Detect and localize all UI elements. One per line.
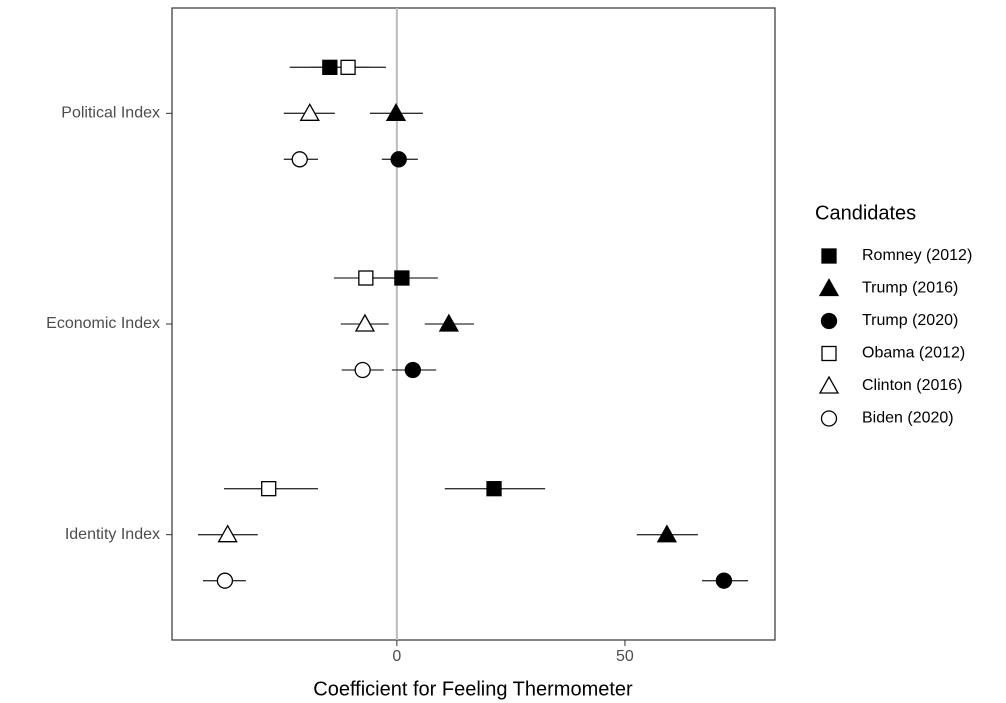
point (656, 524, 678, 543)
legend-marker (818, 375, 840, 394)
y-tick-label: Economic Index (46, 315, 160, 332)
legend-marker (820, 312, 838, 330)
point (486, 481, 502, 497)
point (354, 361, 371, 379)
legend-label: Trump (2020) (862, 312, 958, 329)
x-tick-label: 50 (616, 648, 634, 665)
point (438, 313, 459, 332)
point (715, 572, 733, 589)
legend-label: Biden (2020) (862, 410, 954, 427)
legend-label: Romney (2012) (862, 247, 972, 264)
point (217, 524, 238, 543)
point (261, 481, 277, 497)
legend-title: Candidates (815, 202, 916, 224)
point (385, 103, 407, 121)
legend-marker (821, 248, 837, 264)
point (390, 151, 407, 168)
point (216, 572, 234, 589)
legend-marker (821, 345, 837, 362)
point (322, 59, 338, 75)
x-axis-title: Coefficient for Feeling Thermometer (313, 678, 633, 700)
point (354, 313, 376, 332)
point (299, 103, 320, 121)
legend-label: Obama (2012) (862, 345, 965, 362)
x-tick-label: 0 (392, 648, 401, 665)
point (358, 270, 374, 286)
y-tick-label: Identity Index (65, 526, 160, 543)
point (404, 361, 421, 379)
y-tick-label: Political Index (61, 105, 160, 122)
legend-label: Trump (2016) (862, 280, 958, 297)
legend-marker (820, 410, 838, 427)
point (394, 270, 410, 286)
legend-marker (818, 278, 840, 297)
point (291, 151, 308, 168)
point (340, 59, 356, 75)
legend-label: Clinton (2016) (862, 377, 963, 394)
